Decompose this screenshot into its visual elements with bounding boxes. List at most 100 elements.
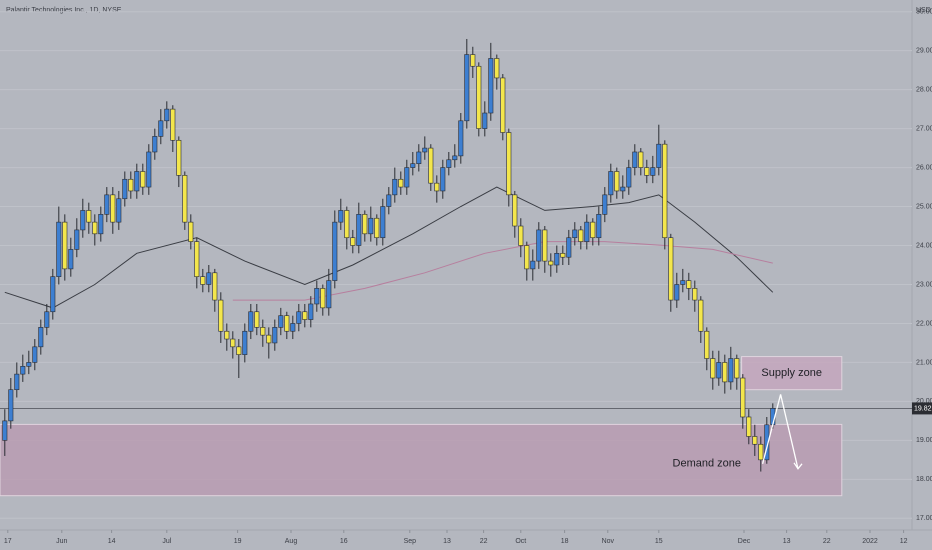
candle-body <box>620 186 626 192</box>
candle-body <box>20 366 26 375</box>
candle-body <box>116 198 122 223</box>
candle-body <box>632 151 638 168</box>
candle-body <box>68 249 74 270</box>
candle-body <box>590 221 596 239</box>
candle-body <box>248 311 254 332</box>
candle-body <box>452 155 458 161</box>
candle-body <box>242 330 248 355</box>
candle-body <box>212 272 218 301</box>
candle-body <box>176 139 182 176</box>
candle-body <box>596 214 602 239</box>
zone-label: Demand zone <box>673 458 742 470</box>
candle-body <box>56 221 62 277</box>
candle-body <box>614 171 620 192</box>
x-tick-label: 16 <box>340 538 348 545</box>
y-tick-label: 26.00 <box>916 164 932 171</box>
candle-body <box>470 54 476 67</box>
candle-body <box>692 288 698 301</box>
candle-body <box>284 315 290 332</box>
candle-body <box>458 120 464 157</box>
candle-body <box>356 214 362 246</box>
x-tick-label: 17 <box>4 538 12 545</box>
candle-body <box>230 338 236 348</box>
candle-body <box>122 178 128 200</box>
candle-body <box>194 241 200 277</box>
candle-body <box>164 108 170 122</box>
candle-body <box>656 143 662 168</box>
candle-body <box>374 217 380 239</box>
candle-body <box>86 210 92 223</box>
candle-body <box>680 280 686 285</box>
candle-body <box>602 194 608 215</box>
zone-label: Supply zone <box>761 367 822 379</box>
candle-body <box>722 362 728 383</box>
moving-average <box>232 241 773 301</box>
x-tick-label: Dec <box>738 538 751 545</box>
y-tick-label: 27.00 <box>916 125 932 132</box>
candle-body <box>668 237 674 301</box>
candle-body <box>182 175 188 223</box>
candle-body <box>494 58 500 79</box>
projection-arrow <box>761 394 799 469</box>
candle-body <box>476 65 482 129</box>
currency-label: USD <box>916 7 931 14</box>
y-tick-label: 24.00 <box>916 242 932 249</box>
candle-body <box>518 225 524 246</box>
candle-body <box>278 315 284 328</box>
candle-body <box>548 260 554 266</box>
x-tick-label: 22 <box>823 538 831 545</box>
x-tick-label: 13 <box>783 538 791 545</box>
candle-body <box>110 194 116 223</box>
y-tick-label: 22.00 <box>916 320 932 327</box>
candle-body <box>416 151 422 164</box>
candle-body <box>506 132 512 196</box>
candle-body <box>314 288 320 305</box>
candle-body <box>758 443 764 461</box>
candle-body <box>92 221 98 235</box>
candle-body <box>662 143 668 239</box>
candle-body <box>644 167 650 176</box>
y-tick-label: 29.00 <box>916 48 932 55</box>
candle-body <box>26 362 32 367</box>
candle-body <box>584 221 590 242</box>
candle-body <box>170 108 176 141</box>
candle-body <box>140 171 146 188</box>
y-tick-label: 18.00 <box>916 476 932 483</box>
zone <box>0 423 843 497</box>
y-tick-label: 30.00 <box>916 9 932 16</box>
x-tick-label: 12 <box>900 538 908 545</box>
x-tick-label: Nov <box>602 538 615 545</box>
candle-body <box>104 194 110 215</box>
candle-body <box>560 253 566 258</box>
candle-body <box>14 373 20 391</box>
y-tick-label: 20.00 <box>916 398 932 405</box>
candle-body <box>524 245 530 270</box>
arrow-head <box>793 462 803 470</box>
candle-body <box>752 436 758 445</box>
candle-body <box>554 253 560 266</box>
candle-body <box>746 416 752 437</box>
candle-body <box>224 330 230 340</box>
candle-body <box>128 178 134 192</box>
x-tick-label: Aug <box>285 538 298 545</box>
candle-body <box>404 167 410 188</box>
candle-body <box>272 327 278 344</box>
candle-body <box>380 206 386 239</box>
candle-body <box>260 327 266 336</box>
candle-body <box>638 151 644 168</box>
candle-body <box>344 210 350 239</box>
candle-body <box>704 330 710 359</box>
candle-body <box>62 221 68 270</box>
candle-body <box>446 159 452 168</box>
candle-body <box>464 54 470 122</box>
candle-body <box>578 229 584 242</box>
x-tick-label: 19 <box>234 538 242 545</box>
candle-body <box>566 237 572 258</box>
last-price-label: 19.82 <box>914 405 932 412</box>
candle-body <box>134 171 140 192</box>
candle-body <box>764 424 770 461</box>
candle-body <box>686 280 692 289</box>
x-tick-label: 22 <box>480 538 488 545</box>
candle-body <box>512 194 518 227</box>
